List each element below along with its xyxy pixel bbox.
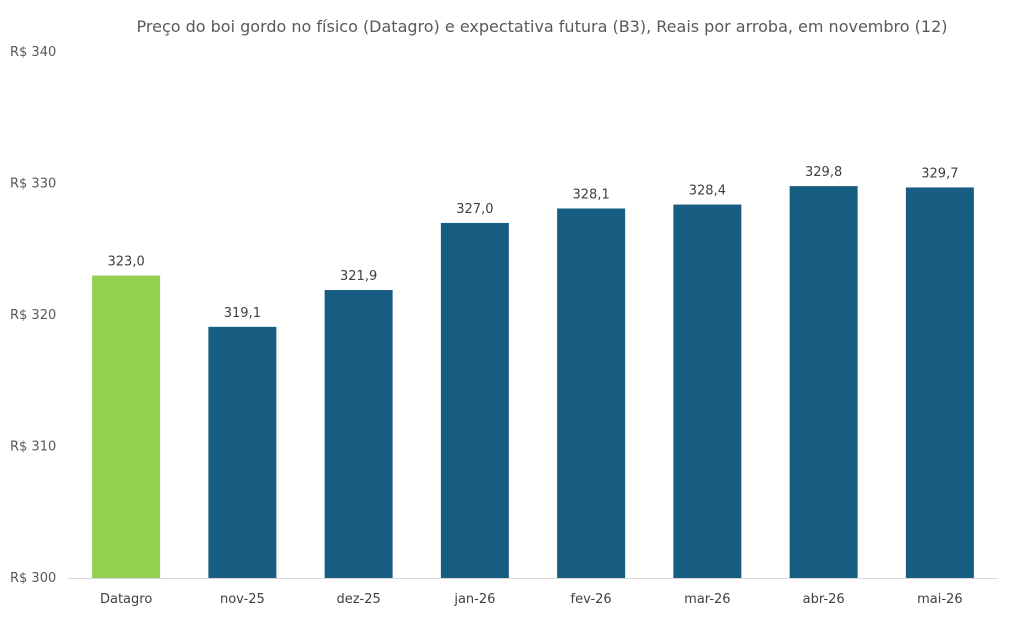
bar-Datagro (92, 275, 161, 578)
data-label: 329,7 (921, 166, 958, 181)
x-tick-label: dez-25 (336, 592, 380, 607)
bar-mai-26 (905, 187, 974, 578)
bar-nov-25 (208, 326, 277, 578)
data-label: 328,1 (573, 187, 610, 202)
y-axis: R$ 300 R$ 310 R$ 320 R$ 330 R$ 340 (10, 45, 56, 586)
x-tick-label: fev-26 (571, 592, 612, 607)
x-tick-label: abr-26 (803, 592, 845, 607)
chart-title: Preço do boi gordo no físico (Datagro) e… (137, 17, 948, 36)
y-tick-label: R$ 340 (10, 45, 56, 60)
y-tick-label: R$ 330 (10, 177, 56, 192)
bar-fev-26 (557, 208, 626, 579)
bar-series (92, 186, 974, 579)
x-tick-label: Datagro (100, 592, 152, 607)
x-tick-label: nov-25 (220, 592, 265, 607)
x-axis: Datagro nov-25 dez-25 jan-26 fev-26 mar-26 abr… (68, 578, 998, 607)
x-tick-label: mai-26 (917, 592, 962, 607)
y-tick-label: R$ 320 (10, 308, 56, 323)
data-label: 321,9 (340, 269, 377, 284)
data-label: 329,8 (805, 165, 842, 180)
bar-abr-26 (789, 186, 858, 578)
bar-dez-25 (324, 290, 393, 578)
data-label: 319,1 (224, 306, 261, 321)
x-tick-label: mar-26 (684, 592, 730, 607)
y-tick-label: R$ 300 (10, 571, 56, 586)
bar-mar-26 (673, 204, 742, 579)
data-label: 323,0 (108, 255, 145, 270)
data-labels: 323,0 319,1 321,9 327,0 328,1 328,4 329,8 329,7 (108, 165, 959, 321)
y-tick-label: R$ 310 (10, 440, 56, 455)
x-tick-label: jan-26 (453, 592, 495, 607)
data-label: 328,4 (689, 184, 726, 199)
data-label: 327,0 (456, 202, 493, 217)
bar-jan-26 (440, 222, 509, 578)
